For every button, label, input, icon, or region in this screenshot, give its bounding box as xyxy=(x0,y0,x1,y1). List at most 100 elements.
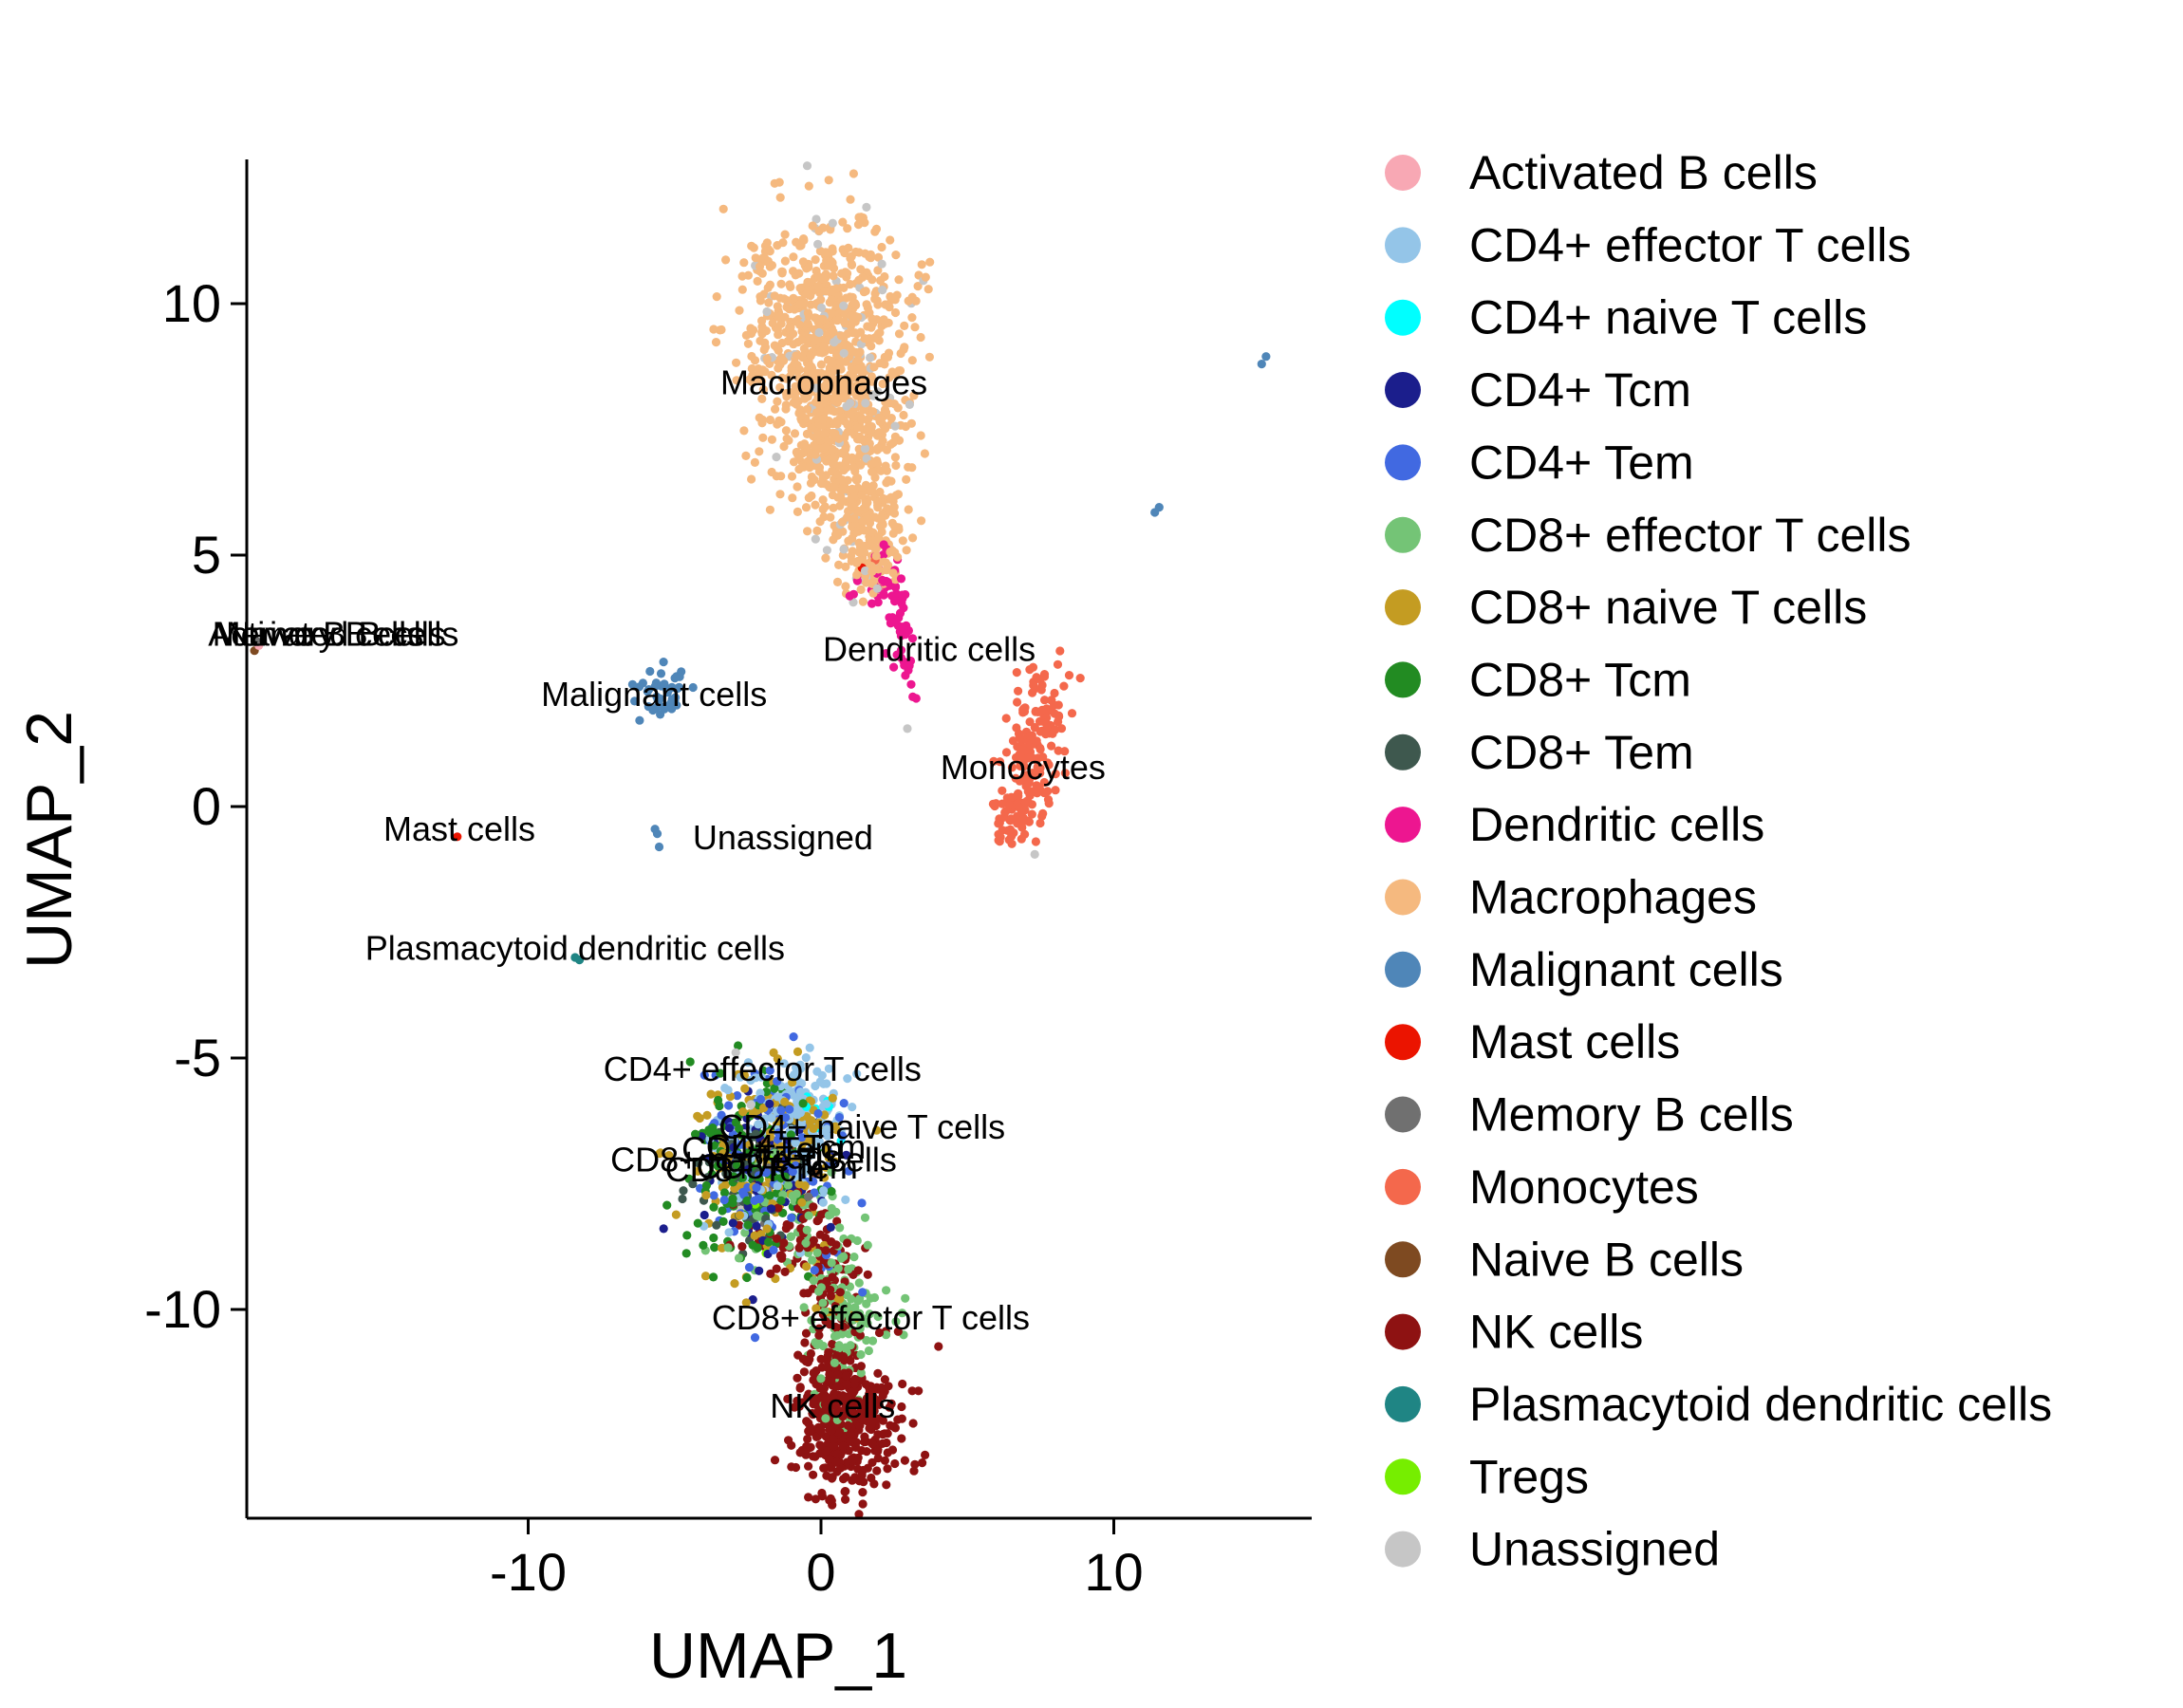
cluster-label-naive-b-cells: Naive B cells xyxy=(226,614,423,653)
data-point xyxy=(721,255,731,265)
data-point xyxy=(803,404,812,414)
data-point xyxy=(885,399,894,408)
data-point xyxy=(795,1150,806,1160)
data-point xyxy=(701,1191,711,1200)
data-point xyxy=(670,674,680,683)
data-point xyxy=(904,661,913,672)
data-point xyxy=(803,308,813,318)
data-point xyxy=(847,259,856,269)
data-point xyxy=(873,1430,883,1439)
data-point xyxy=(1001,748,1012,757)
legend-item: CD4+ Tem xyxy=(1385,436,1694,489)
data-point xyxy=(795,1448,805,1457)
data-point xyxy=(882,408,891,418)
data-point xyxy=(803,1358,813,1367)
data-point xyxy=(816,1426,826,1436)
data-point xyxy=(862,300,871,309)
data-point xyxy=(821,553,830,563)
data-point xyxy=(747,363,756,374)
legend-label: Memory B cells xyxy=(1469,1088,1794,1142)
data-point xyxy=(780,256,791,266)
data-point xyxy=(917,516,926,526)
data-point xyxy=(739,426,749,436)
data-point xyxy=(816,1441,826,1451)
legend-label: Mast cells xyxy=(1469,1015,1680,1068)
data-point xyxy=(848,533,857,544)
data-point xyxy=(865,487,874,496)
data-point xyxy=(860,1432,869,1441)
data-point xyxy=(1037,705,1047,715)
data-point xyxy=(887,1445,898,1455)
legend-item: CD4+ effector T cells xyxy=(1385,218,1912,271)
data-point xyxy=(630,696,640,706)
data-point xyxy=(835,1427,845,1437)
data-point xyxy=(840,1393,849,1402)
data-point xyxy=(709,325,718,334)
data-point xyxy=(685,1057,695,1067)
legend-color-swatch-icon xyxy=(1385,589,1421,626)
legend-item: Memory B cells xyxy=(1385,1088,1794,1142)
data-point xyxy=(635,715,644,725)
data-point xyxy=(795,284,805,293)
data-point xyxy=(709,1152,718,1161)
data-point xyxy=(1026,734,1036,744)
data-point xyxy=(839,465,849,475)
data-point xyxy=(823,436,832,446)
data-point xyxy=(773,1054,782,1064)
data-point xyxy=(729,1142,738,1152)
legend-item: Naive B cells xyxy=(1385,1233,1744,1286)
cluster-label-cd4-effector-t-cells: CD4+ effector T cells xyxy=(604,1049,922,1088)
data-point xyxy=(1054,746,1063,755)
legend-label: CD4+ naive T cells xyxy=(1469,291,1867,344)
data-point xyxy=(717,325,726,335)
data-point xyxy=(706,1089,716,1099)
data-point xyxy=(873,252,884,262)
data-point xyxy=(907,356,917,365)
data-point xyxy=(705,1128,715,1138)
data-point xyxy=(814,463,825,473)
data-point xyxy=(839,317,849,326)
data-point xyxy=(856,1368,866,1378)
data-point xyxy=(811,255,820,265)
data-point xyxy=(1026,787,1036,796)
legend-item: Unassigned xyxy=(1385,1523,1720,1576)
data-point xyxy=(751,253,760,263)
data-point xyxy=(794,1402,804,1411)
data-point xyxy=(757,418,767,428)
data-point xyxy=(1053,659,1063,669)
legend-label: Unassigned xyxy=(1469,1523,1720,1576)
data-point xyxy=(764,1237,774,1247)
data-point xyxy=(815,517,825,527)
data-point xyxy=(811,500,820,510)
data-point xyxy=(843,1074,852,1084)
data-point xyxy=(773,397,782,406)
data-point xyxy=(740,1228,750,1237)
data-point xyxy=(627,679,638,689)
data-point xyxy=(856,585,866,595)
data-point xyxy=(718,1243,727,1253)
data-point xyxy=(781,426,792,436)
data-point xyxy=(830,459,839,469)
data-point xyxy=(893,1415,903,1424)
data-point xyxy=(779,441,789,452)
data-point xyxy=(717,1110,726,1120)
data-point xyxy=(859,288,869,297)
data-point xyxy=(858,1288,868,1297)
data-point xyxy=(745,375,755,384)
data-point xyxy=(820,1306,830,1316)
data-point xyxy=(883,1464,892,1474)
data-point xyxy=(871,551,881,561)
data-point xyxy=(886,548,895,557)
data-point xyxy=(894,275,904,285)
legend-color-swatch-icon xyxy=(1385,1096,1421,1133)
data-point xyxy=(893,1327,903,1336)
data-point xyxy=(694,1159,703,1168)
data-point xyxy=(814,1324,824,1333)
axes: -10 0 10 -10 -5 0 5 10 UMAP_1 UMAP_2 xyxy=(13,159,1312,1692)
data-point xyxy=(866,1293,875,1303)
data-point xyxy=(858,597,868,606)
data-point xyxy=(734,1253,744,1263)
data-point xyxy=(785,1220,794,1230)
data-point xyxy=(814,1330,824,1340)
